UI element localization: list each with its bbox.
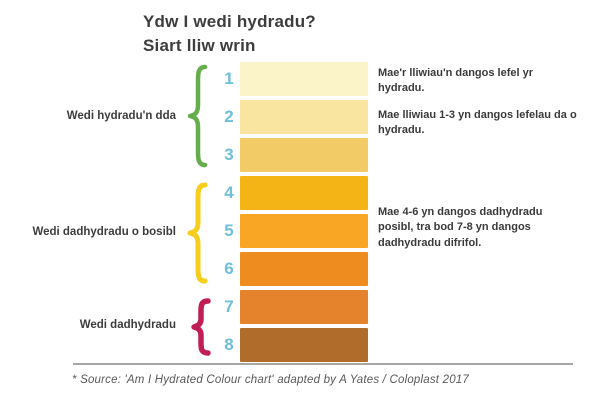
colour-level-row: 2 [218, 100, 368, 134]
colour-level-row: 3 [218, 138, 368, 172]
dehydrated-brace-icon [190, 298, 212, 356]
annotation-levels-4-8: Mae 4-6 yn dangos dadhydradu posibl, tra… [378, 206, 543, 249]
possibly-dehydrated-brace-icon [186, 182, 210, 284]
level-number: 8 [224, 335, 234, 354]
colour-swatch [240, 214, 368, 248]
level-number: 4 [224, 183, 234, 202]
colour-level-row: 5 [218, 214, 368, 248]
colour-level-row: 1 [218, 62, 368, 96]
colour-swatch [240, 252, 368, 286]
colour-level-row: 7 [218, 290, 368, 324]
level-number: 7 [224, 297, 234, 316]
page-title: Ydw I wedi hydradu? Siart lliw wrin [143, 10, 316, 58]
colour-swatch [240, 62, 368, 96]
group-label-dehydrated: Wedi dadhydradu [79, 319, 176, 331]
annotation-levels-1-3: Mae lliwiau 1-3 yn dangos lefelau da o h… [378, 109, 577, 137]
well-hydrated-brace-icon [186, 64, 210, 168]
level-number: 6 [224, 259, 234, 278]
colour-scale: 1 2 3 4 5 6 7 8 [218, 62, 368, 362]
level-number: 2 [224, 107, 234, 126]
level-number: 1 [224, 69, 234, 88]
source-attribution: * Source: 'Am I Hydrated Colour chart' a… [72, 374, 469, 386]
group-label-well-hydrated: Wedi hydradu'n dda [66, 110, 176, 122]
colour-swatch [240, 328, 368, 362]
title-line-2: Siart lliw wrin [143, 36, 256, 55]
level-number: 3 [224, 145, 234, 164]
colour-level-row: 4 [218, 176, 368, 210]
group-label-possibly-dehydrated: Wedi dadhydradu o bosibl [32, 226, 176, 238]
level-number: 5 [224, 221, 234, 240]
annotation-colour-levels: Mae'r lliwiau'n dangos lefel yr hydradu. [378, 67, 533, 95]
colour-swatch [240, 290, 368, 324]
colour-swatch [240, 100, 368, 134]
colour-level-row: 6 [218, 252, 368, 286]
footer-divider [73, 363, 573, 365]
colour-level-row: 8 [218, 328, 368, 362]
colour-swatch [240, 138, 368, 172]
colour-swatch [240, 176, 368, 210]
title-line-1: Ydw I wedi hydradu? [143, 12, 316, 31]
